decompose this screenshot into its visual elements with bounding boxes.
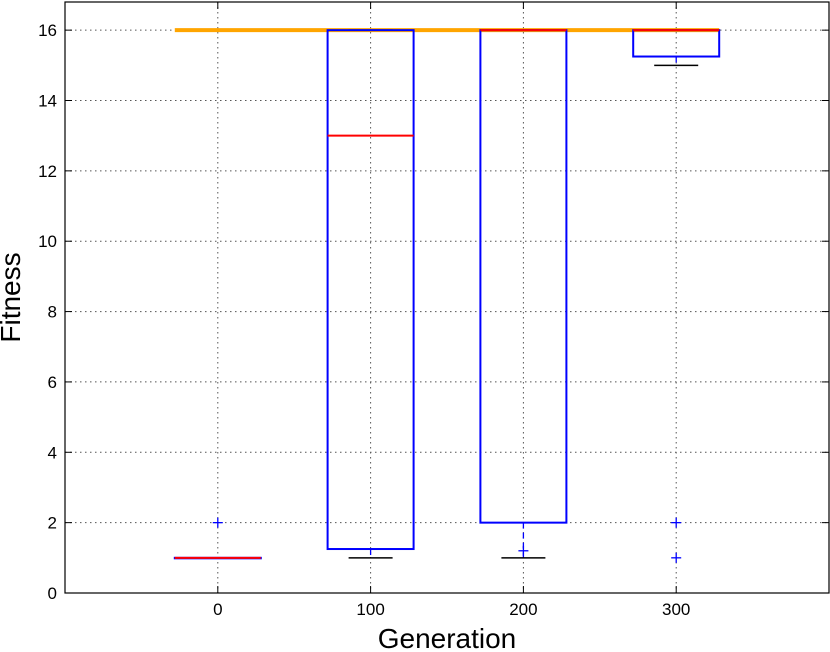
plot-frame	[64, 1, 830, 594]
y-tick-label: 14	[38, 92, 57, 111]
x-axis-title: Generation	[378, 623, 517, 652]
box-group	[326, 29, 415, 559]
box-body	[479, 29, 568, 524]
ticks: 0 2 4 6 8 10 12 14 16 0 100 200 300	[38, 2, 829, 619]
x-tick-label: 100	[356, 600, 384, 619]
y-tick-label: 0	[48, 584, 57, 603]
x-tick-label: 0	[213, 600, 222, 619]
y-tick-label: 4	[48, 443, 57, 462]
y-tick-label: 10	[38, 232, 57, 251]
box-group	[173, 517, 262, 560]
outlier-marker	[212, 517, 223, 528]
x-tick-label: 300	[662, 600, 690, 619]
outlier-marker	[671, 517, 682, 528]
box-group	[479, 29, 568, 559]
y-tick-label: 6	[48, 373, 57, 392]
y-tick-label: 8	[48, 303, 57, 322]
outlier-marker	[518, 545, 529, 556]
grid	[65, 2, 829, 594]
box-group	[632, 29, 721, 563]
y-tick-label: 16	[38, 21, 57, 40]
x-tick-label: 200	[509, 600, 537, 619]
boxes	[173, 29, 721, 563]
y-axis-title: Fitness	[0, 252, 26, 342]
y-tick-label: 12	[38, 162, 57, 181]
y-tick-label: 2	[48, 514, 57, 533]
box-body	[326, 29, 415, 551]
outlier-marker	[671, 552, 682, 563]
